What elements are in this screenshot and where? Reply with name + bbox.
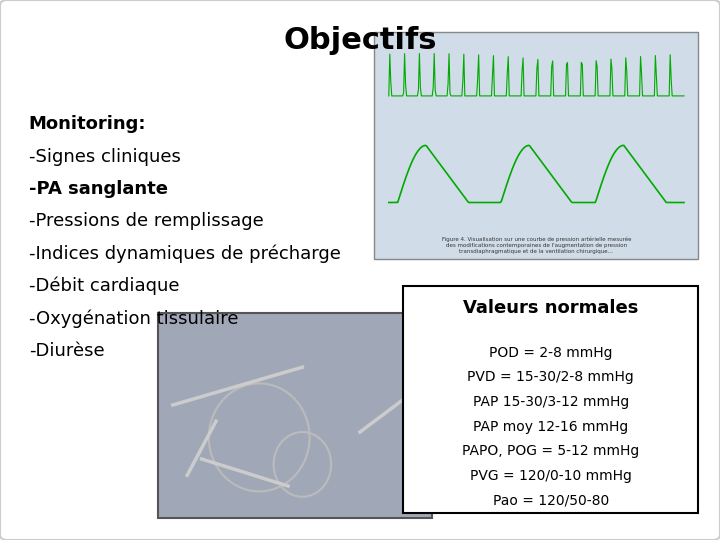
Text: -Débit cardiaque: -Débit cardiaque [29, 277, 179, 295]
Text: -PA sanglante: -PA sanglante [29, 180, 168, 198]
Text: -Diurèse: -Diurèse [29, 342, 104, 360]
Text: -Signes cliniques: -Signes cliniques [29, 147, 181, 166]
FancyBboxPatch shape [158, 313, 432, 518]
Text: Monitoring:: Monitoring: [29, 115, 146, 133]
Text: PVD = 15-30/2-8 mmHg: PVD = 15-30/2-8 mmHg [467, 370, 634, 384]
Text: PVG = 120/0-10 mmHg: PVG = 120/0-10 mmHg [470, 469, 631, 483]
Text: PAPO, POG = 5-12 mmHg: PAPO, POG = 5-12 mmHg [462, 444, 639, 458]
Text: Valeurs normales: Valeurs normales [463, 299, 639, 317]
Text: Pao = 120/50-80: Pao = 120/50-80 [492, 494, 609, 508]
Text: Objectifs: Objectifs [283, 26, 437, 55]
Text: -Oxygénation tissulaire: -Oxygénation tissulaire [29, 309, 238, 328]
Text: PAP 15-30/3-12 mmHg: PAP 15-30/3-12 mmHg [472, 395, 629, 409]
Text: POD = 2-8 mmHg: POD = 2-8 mmHg [489, 346, 613, 360]
Text: -Indices dynamiques de précharge: -Indices dynamiques de précharge [29, 245, 341, 263]
Text: PAP moy 12-16 mmHg: PAP moy 12-16 mmHg [473, 420, 629, 434]
FancyBboxPatch shape [403, 286, 698, 513]
FancyBboxPatch shape [374, 32, 698, 259]
Text: -Pressions de remplissage: -Pressions de remplissage [29, 212, 264, 231]
Text: Figure 4. Visualisation sur une courbe de pression artérielle mesurée
des modifi: Figure 4. Visualisation sur une courbe d… [441, 237, 631, 254]
